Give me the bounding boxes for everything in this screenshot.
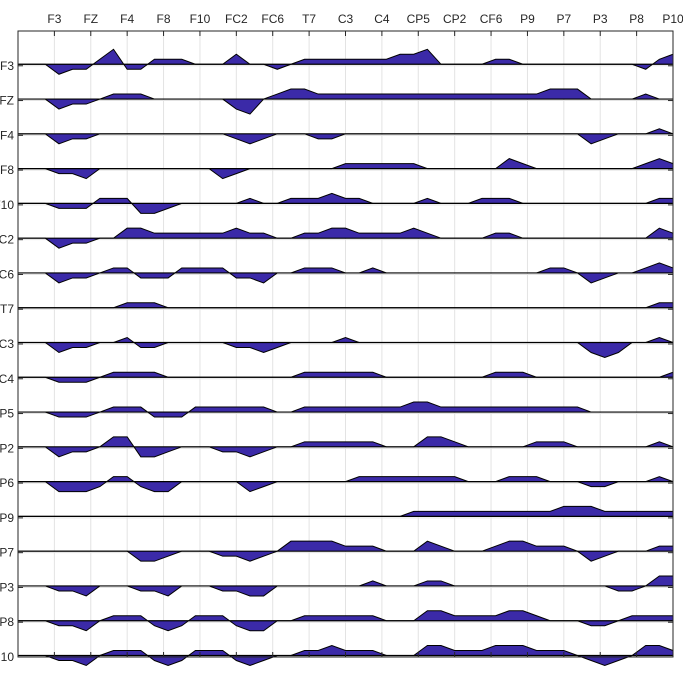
x-tick-label: C3 xyxy=(338,12,354,26)
x-tick-label: FC2 xyxy=(225,12,248,26)
y-tick-label: C6 xyxy=(0,267,14,281)
y-tick-label: T7 xyxy=(0,302,14,316)
y-tick-label: P2 xyxy=(0,441,14,455)
y-tick-label: P3 xyxy=(0,580,14,594)
x-tick-label: FZ xyxy=(83,12,98,26)
x-tick-label: F4 xyxy=(120,12,134,26)
y-tick-label: P9 xyxy=(0,511,14,525)
x-tick-label: FC6 xyxy=(261,12,284,26)
x-tick-label: P8 xyxy=(629,12,644,26)
x-tick-label: F3 xyxy=(47,12,61,26)
y-tick-label: P10 xyxy=(0,650,14,664)
y-tick-label: C4 xyxy=(0,372,14,386)
x-tick-label: CF6 xyxy=(480,12,503,26)
y-tick-label: C3 xyxy=(0,337,14,351)
y-tick-label: C2 xyxy=(0,233,14,247)
y-tick-label: FZ xyxy=(0,94,14,108)
x-tick-label: C4 xyxy=(374,12,390,26)
y-tick-label: P8 xyxy=(0,615,14,629)
x-tick-label: T7 xyxy=(302,12,316,26)
x-tick-label: P3 xyxy=(593,12,608,26)
y-tick-label: P5 xyxy=(0,407,14,421)
y-tick-label: F10 xyxy=(0,198,14,212)
y-tick-label: F3 xyxy=(0,59,14,73)
x-tick-label: P10 xyxy=(662,12,683,26)
y-tick-label: F4 xyxy=(0,128,14,142)
y-tick-label: P6 xyxy=(0,476,14,490)
x-tick-label: F8 xyxy=(157,12,171,26)
x-tick-label: P9 xyxy=(520,12,535,26)
x-tick-label: CP5 xyxy=(407,12,431,26)
y-tick-label: F8 xyxy=(0,163,14,177)
x-tick-label: CP2 xyxy=(443,12,467,26)
y-tick-label: P7 xyxy=(0,546,14,560)
x-tick-label: F10 xyxy=(190,12,211,26)
x-tick-label: P7 xyxy=(556,12,571,26)
